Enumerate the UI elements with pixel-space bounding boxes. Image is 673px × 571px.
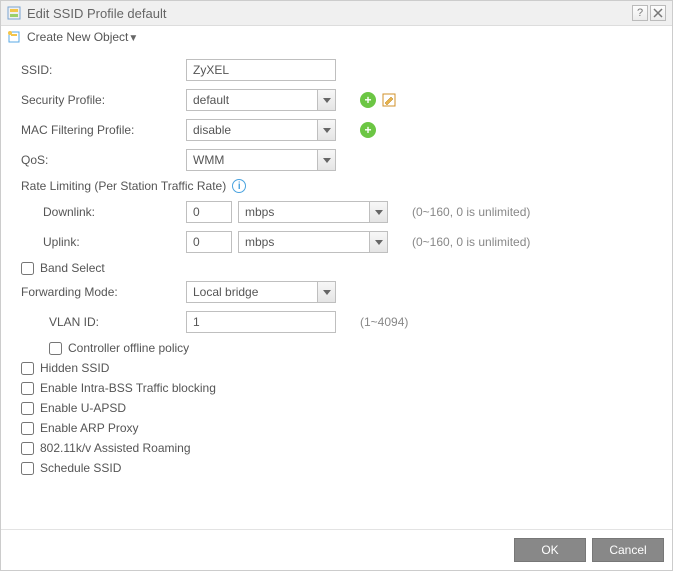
assisted-roaming-label: 802.11k/v Assisted Roaming — [40, 441, 191, 455]
info-icon[interactable]: i — [232, 179, 246, 193]
forwarding-mode-label: Forwarding Mode: — [21, 285, 186, 299]
enable-intrabss-checkbox[interactable] — [21, 382, 34, 395]
add-security-profile-button[interactable]: + — [360, 92, 376, 108]
titlebar: Edit SSID Profile default ? — [1, 1, 672, 26]
vlan-id-input[interactable] — [186, 311, 336, 333]
security-profile-value: default — [187, 93, 317, 107]
ok-button[interactable]: OK — [514, 538, 586, 562]
forwarding-mode-select[interactable]: Local bridge — [186, 281, 336, 303]
chevron-down-icon — [317, 282, 335, 302]
rate-limiting-header: Rate Limiting (Per Station Traffic Rate)… — [21, 179, 652, 193]
dialog: Edit SSID Profile default ? Create New O… — [0, 0, 673, 571]
titlebar-buttons: ? — [632, 5, 666, 21]
close-button[interactable] — [650, 5, 666, 21]
vlan-id-label: VLAN ID: — [21, 315, 186, 329]
controller-offline-policy-checkbox[interactable] — [49, 342, 62, 355]
enable-arp-proxy-checkbox[interactable] — [21, 422, 34, 435]
uplink-label: Uplink: — [21, 235, 186, 249]
assisted-roaming-checkbox[interactable] — [21, 442, 34, 455]
hidden-ssid-checkbox[interactable] — [21, 362, 34, 375]
schedule-ssid-checkbox[interactable] — [21, 462, 34, 475]
enable-uapsd-label: Enable U-APSD — [40, 401, 126, 415]
enable-uapsd-checkbox[interactable] — [21, 402, 34, 415]
uplink-input[interactable] — [186, 231, 232, 253]
help-button[interactable]: ? — [632, 5, 648, 21]
chevron-down-icon — [369, 232, 387, 252]
downlink-input[interactable] — [186, 201, 232, 223]
uplink-hint: (0~160, 0 is unlimited) — [412, 235, 530, 249]
chevron-down-icon: ▼ — [128, 33, 138, 44]
mac-filtering-value: disable — [187, 123, 317, 137]
uplink-unit-value: mbps — [239, 235, 369, 249]
toolbar: Create New Object▼ — [1, 26, 672, 49]
chevron-down-icon — [317, 150, 335, 170]
security-profile-label: Security Profile: — [21, 93, 186, 107]
rate-limiting-label: Rate Limiting (Per Station Traffic Rate) — [21, 179, 226, 193]
schedule-ssid-label: Schedule SSID — [40, 461, 121, 475]
downlink-unit-value: mbps — [239, 205, 369, 219]
window-icon — [7, 6, 21, 20]
create-new-object-label: Create New Object — [27, 30, 128, 44]
dialog-footer: OK Cancel — [1, 529, 672, 570]
create-new-object-button[interactable]: Create New Object▼ — [27, 30, 138, 44]
mac-filtering-label: MAC Filtering Profile: — [21, 123, 186, 137]
qos-select[interactable]: WMM — [186, 149, 336, 171]
band-select-checkbox[interactable] — [21, 262, 34, 275]
controller-offline-policy-label: Controller offline policy — [68, 341, 189, 355]
qos-label: QoS: — [21, 153, 186, 167]
add-mac-filtering-button[interactable]: + — [360, 122, 376, 138]
security-profile-select[interactable]: default — [186, 89, 336, 111]
mac-filtering-select[interactable]: disable — [186, 119, 336, 141]
enable-intrabss-label: Enable Intra-BSS Traffic blocking — [40, 381, 216, 395]
band-select-label: Band Select — [40, 261, 105, 275]
chevron-down-icon — [369, 202, 387, 222]
new-object-icon — [7, 30, 21, 44]
enable-arp-proxy-label: Enable ARP Proxy — [40, 421, 139, 435]
chevron-down-icon — [317, 120, 335, 140]
forwarding-mode-value: Local bridge — [187, 285, 317, 299]
ssid-label: SSID: — [21, 63, 186, 77]
chevron-down-icon — [317, 90, 335, 110]
ssid-input[interactable] — [186, 59, 336, 81]
cancel-button[interactable]: Cancel — [592, 538, 664, 562]
downlink-label: Downlink: — [21, 205, 186, 219]
uplink-unit-select[interactable]: mbps — [238, 231, 388, 253]
qos-value: WMM — [187, 153, 317, 167]
edit-security-profile-button[interactable] — [382, 93, 396, 107]
vlan-hint: (1~4094) — [360, 315, 408, 329]
downlink-hint: (0~160, 0 is unlimited) — [412, 205, 530, 219]
dialog-title: Edit SSID Profile default — [27, 6, 626, 21]
downlink-unit-select[interactable]: mbps — [238, 201, 388, 223]
hidden-ssid-label: Hidden SSID — [40, 361, 109, 375]
dialog-body: SSID: Security Profile: default + — [1, 49, 672, 529]
